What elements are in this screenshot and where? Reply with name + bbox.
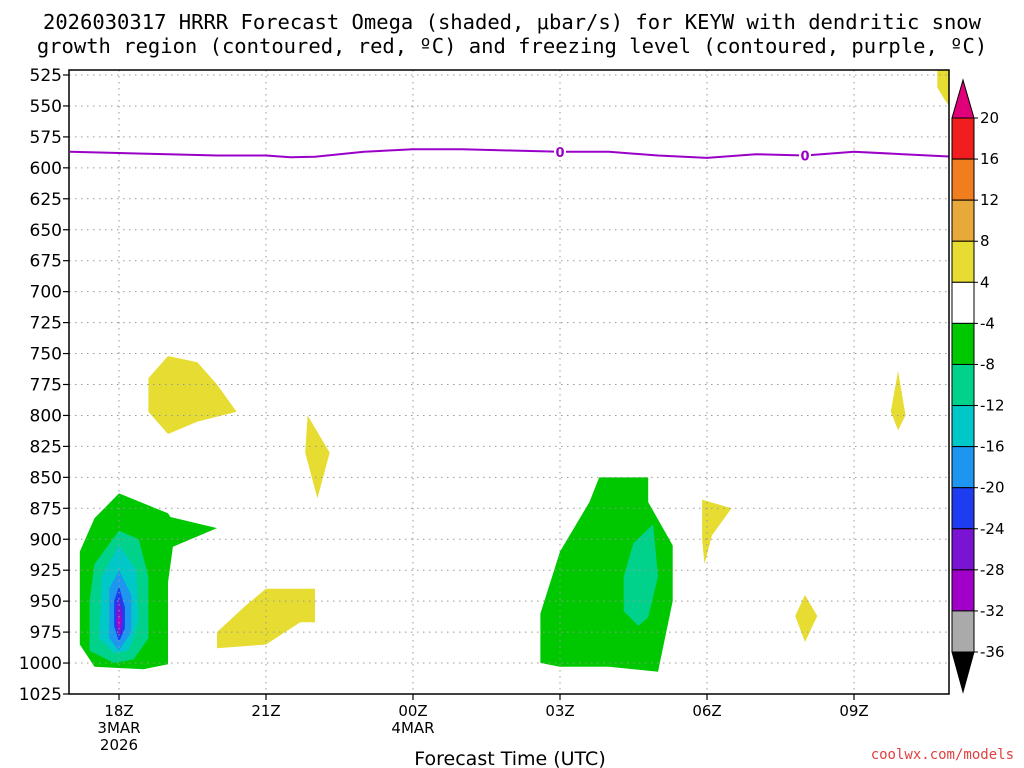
y-tick-label: 825 [30,437,62,457]
omega-region-15 [117,613,121,630]
freezing-label-bg [799,147,811,164]
omega-region-2 [217,588,315,649]
x-tick-label: 4MAR [391,719,434,737]
freezing-level-line [69,148,949,159]
colorbar-label: -12 [980,397,1005,415]
y-tick-label: 1025 [19,685,62,705]
freezing-level-label-0: 0 [555,146,564,161]
colorbar-bin [951,610,975,653]
y-tick-label: 950 [30,592,62,612]
y-tick-label: 700 [30,283,62,303]
colorbar-bin [951,569,975,612]
y-tick-label: 875 [30,499,62,519]
colorbar-label: -28 [980,561,1005,579]
colorbar-bin [951,240,975,283]
x-tick-label: 18Z [104,702,133,720]
colorbar-label: 4 [980,273,990,291]
colorbar: 20 16 12 8 4 -4 -8 -12 -16 -20 -24 -28 -32 -36 [951,78,1005,694]
colorbar-bin [951,281,975,324]
y-axis-ticks: 525 550 575 600 625 650 675 700 725 750 775 800 825 8… [19,66,69,705]
omega-region-6 [937,70,949,106]
colorbar-bin [951,199,975,242]
y-tick-label: 725 [30,314,62,334]
chart-title-line-1: 2026030317 HRRR Forecast Omega (shaded, … [43,10,982,34]
terrain-layer [70,695,952,700]
y-tick-label: 925 [30,561,62,581]
y-tick-label: 575 [30,128,62,148]
x-tick-label: 3MAR [97,719,140,737]
x-tick-label: 03Z [545,702,574,720]
x-tick-label: 06Z [692,702,721,720]
omega-region-5 [890,370,906,431]
omega-region-10 [623,524,658,626]
credit-text: coolwx.com/models [871,747,1014,763]
colorbar-bin [951,363,975,407]
omega-region-4 [795,595,818,642]
x-tick-label: 2026 [100,736,138,754]
colorbar-label: -4 [980,314,995,332]
colorbar-bottom-arrow [951,651,975,694]
y-tick-label: 625 [30,190,62,210]
colorbar-label: -24 [980,520,1005,538]
y-tick-label: 775 [30,376,62,396]
colorbar-label: -32 [980,602,1005,620]
colorbar-bin [951,405,975,448]
omega-shading [79,70,949,672]
colorbar-top-arrow [951,78,975,119]
x-tick-label: 09Z [839,702,868,720]
y-tick-label: 650 [30,221,62,241]
y-tick-label: 600 [30,159,62,179]
colorbar-label: -36 [980,643,1005,661]
freezing-level-label-1: 0 [800,149,809,164]
y-tick-label: 525 [30,66,62,86]
colorbar-bin [951,117,975,160]
y-tick-label: 900 [30,530,62,550]
y-tick-label: 675 [30,252,62,272]
omega-region-0 [148,356,237,434]
colorbar-label: 16 [980,150,999,168]
chart-title-line-2: growth region (contoured, red, ºC) and f… [37,34,987,58]
grid-lines [69,70,949,694]
x-tick-label: 21Z [251,702,280,720]
omega-region-1 [305,415,330,499]
plot-frame [68,69,950,695]
x-tick-label: 00Z [398,702,427,720]
colorbar-bin [951,158,975,201]
colorbar-bin [951,322,975,365]
colorbar-label: 20 [980,109,999,127]
colorbar-label: -8 [980,355,995,373]
colorbar-bin [951,487,975,530]
freezing-label-bg [554,143,566,160]
x-axis-label: Forecast Time (UTC) [414,748,605,768]
y-tick-label: 800 [30,406,62,426]
omega-region-3 [702,499,732,564]
colorbar-label: -16 [980,438,1005,456]
colorbar-label: 8 [980,232,990,250]
y-tick-label: 1000 [19,654,62,674]
y-tick-label: 550 [30,97,62,117]
colorbar-label: 12 [980,191,999,209]
colorbar-bin [951,446,975,489]
colorbar-bin [951,528,975,571]
y-tick-label: 850 [30,468,62,488]
y-tick-label: 750 [30,345,62,365]
terrain-fill [70,695,952,700]
colorbar-label: -20 [980,479,1005,497]
y-tick-label: 975 [30,623,62,643]
